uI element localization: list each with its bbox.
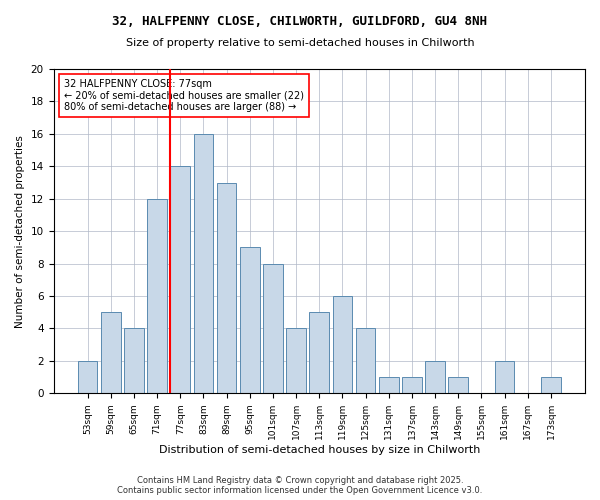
Bar (495, 361, 514, 394)
Bar (541, 377, 561, 394)
Text: 32 HALFPENNY CLOSE: 77sqm
← 20% of semi-detached houses are smaller (22)
80% of : 32 HALFPENNY CLOSE: 77sqm ← 20% of semi-… (64, 78, 304, 112)
Bar (194, 134, 213, 394)
Text: 32, HALFPENNY CLOSE, CHILWORTH, GUILDFORD, GU4 8NH: 32, HALFPENNY CLOSE, CHILWORTH, GUILDFOR… (113, 15, 487, 28)
Bar (240, 248, 260, 394)
Bar (402, 377, 422, 394)
Bar (448, 377, 468, 394)
Bar (379, 377, 398, 394)
Bar (124, 328, 144, 394)
Bar (101, 312, 121, 394)
Bar (310, 312, 329, 394)
X-axis label: Distribution of semi-detached houses by size in Chilworth: Distribution of semi-detached houses by … (158, 445, 480, 455)
Bar (286, 328, 306, 394)
Bar (147, 198, 167, 394)
Y-axis label: Number of semi-detached properties: Number of semi-detached properties (15, 134, 25, 328)
Bar (170, 166, 190, 394)
Bar (263, 264, 283, 394)
Bar (356, 328, 376, 394)
Bar (77, 361, 97, 394)
Text: Size of property relative to semi-detached houses in Chilworth: Size of property relative to semi-detach… (125, 38, 475, 48)
Bar (217, 182, 236, 394)
Bar (425, 361, 445, 394)
Text: Contains HM Land Registry data © Crown copyright and database right 2025.
Contai: Contains HM Land Registry data © Crown c… (118, 476, 482, 495)
Bar (332, 296, 352, 394)
